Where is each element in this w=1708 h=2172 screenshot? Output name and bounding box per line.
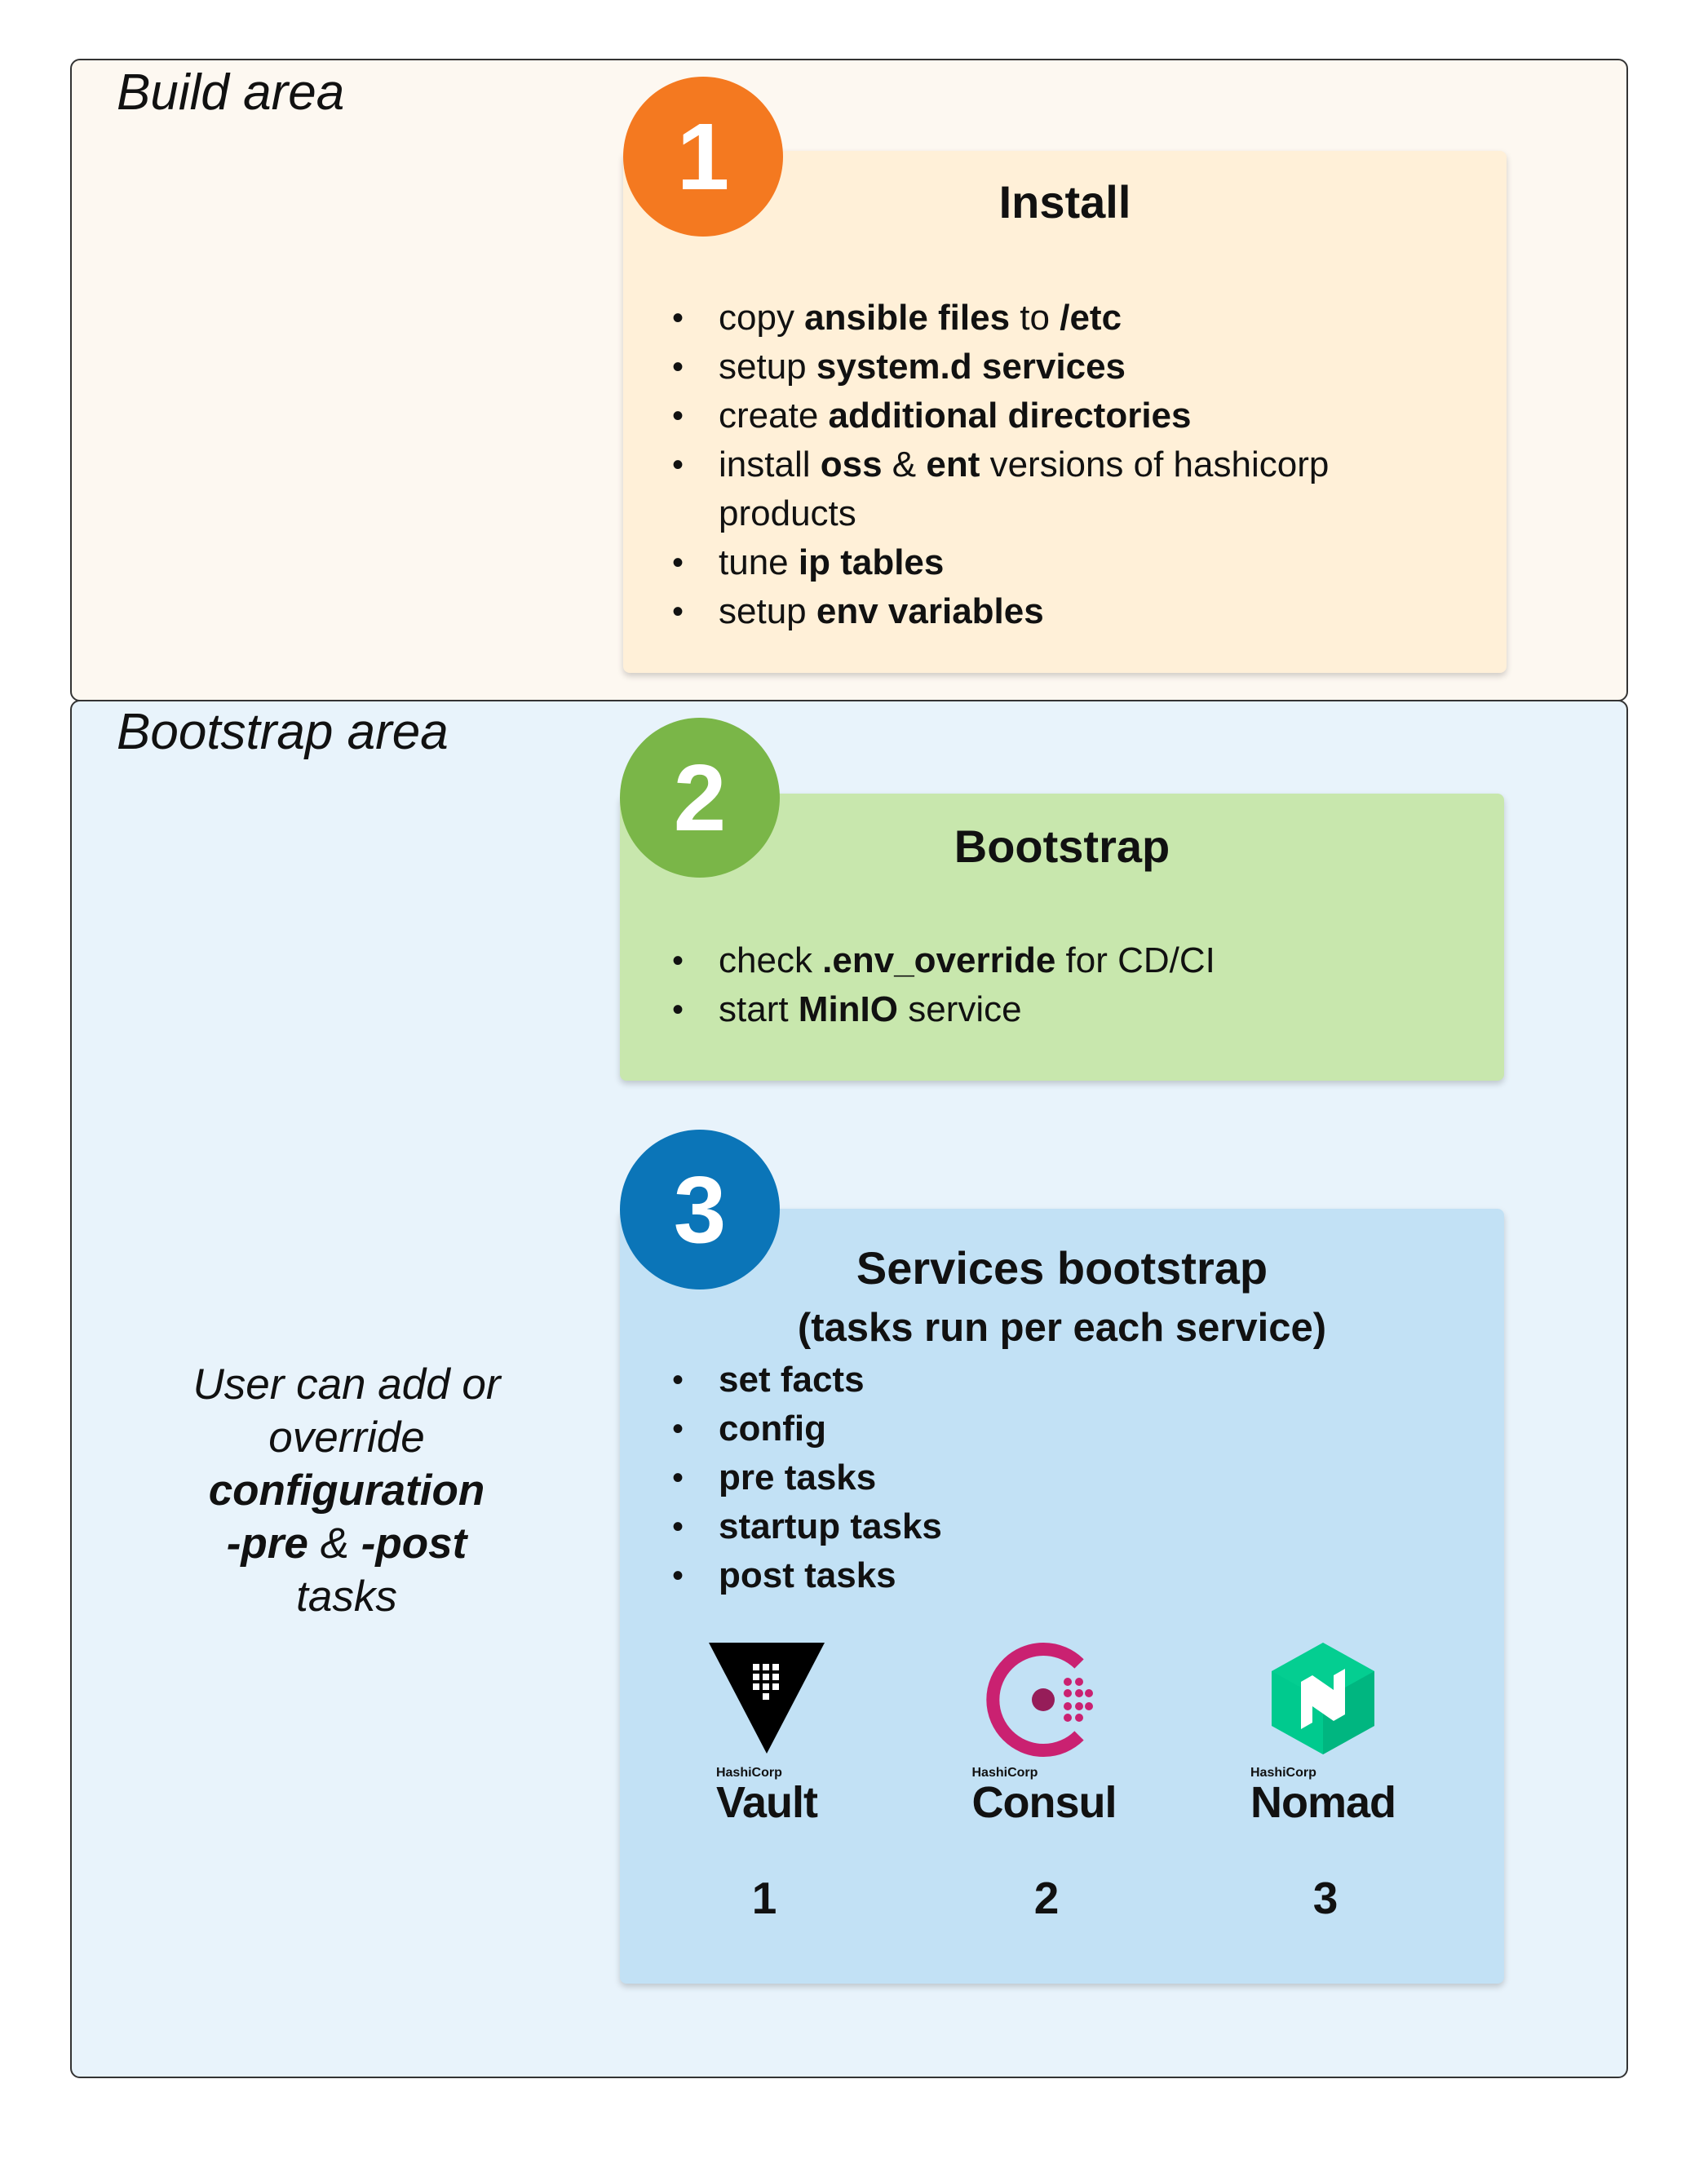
note-line-2: override [268, 1413, 425, 1462]
list-item: set facts [672, 1356, 1406, 1405]
install-heading: Install [998, 176, 1131, 228]
vault-order-number: 1 [751, 1873, 777, 1923]
list-item: tune ip tables [672, 538, 1431, 587]
bootstrap-card: Bootstrap check .env_override for CD/CIs… [620, 794, 1504, 1081]
services-list: set factsconfigpre tasksstartup taskspos… [672, 1356, 1406, 1600]
vault-brand-label: HashiCorp [715, 1766, 782, 1780]
list-item: setup env variables [672, 587, 1431, 636]
vault-name: Vault [715, 1778, 818, 1827]
step-2-badge: 2 [620, 718, 780, 878]
note-line-1: User can add or [192, 1360, 501, 1409]
services-subheading: (tasks run per each service) [797, 1306, 1327, 1350]
user-override-note: User can add or override configuration -… [147, 1358, 546, 1623]
step-1-badge: 1 [623, 77, 783, 237]
install-list: copy ansible files to /etcsetup system.d… [672, 294, 1431, 636]
list-item: install oss & ent versions of hashicorp … [672, 440, 1431, 538]
note-line-3: configuration [208, 1466, 485, 1515]
list-item: post tasks [672, 1551, 1406, 1600]
list-item: config [672, 1405, 1406, 1453]
services-bootstrap-card: Services bootstrap (tasks run per each s… [620, 1209, 1504, 1984]
list-item: startup tasks [672, 1502, 1406, 1551]
list-item: copy ansible files to /etc [672, 294, 1431, 343]
vault-product: HashiCorp Vault [677, 1639, 856, 1825]
nomad-product: HashiCorp Nomad [1233, 1639, 1413, 1825]
step-3-badge: 3 [620, 1130, 780, 1289]
list-item: pre tasks [672, 1453, 1406, 1502]
bootstrap-heading: Bootstrap [954, 821, 1170, 872]
list-item: create additional directories [672, 391, 1431, 440]
nomad-name: Nomad [1250, 1778, 1396, 1827]
consul-order-number: 2 [1033, 1873, 1060, 1923]
bootstrap-area-title: Bootstrap area [117, 704, 449, 760]
nomad-order-number: 3 [1312, 1873, 1339, 1923]
bootstrap-list: check .env_override for CD/CIstart MinIO… [672, 936, 1406, 1034]
consul-name: Consul [971, 1778, 1117, 1827]
nomad-logo-icon [1272, 1643, 1374, 1754]
nomad-brand-label: HashiCorp [1250, 1766, 1316, 1780]
consul-brand-label: HashiCorp [971, 1766, 1038, 1780]
consul-product: HashiCorp Consul [954, 1639, 1134, 1825]
services-heading: Services bootstrap [856, 1242, 1268, 1294]
consul-logo-icon [986, 1643, 1093, 1757]
note-line-4: -pre & -post [147, 1517, 546, 1570]
list-item: check .env_override for CD/CI [672, 936, 1406, 985]
note-post: -post [361, 1520, 467, 1568]
install-card: Install copy ansible files to /etcsetup … [623, 151, 1507, 673]
build-area-title: Build area [117, 64, 345, 121]
list-item: setup system.d services [672, 343, 1431, 391]
list-item: start MinIO service [672, 985, 1406, 1034]
vault-logo-icon [709, 1643, 825, 1754]
note-amp: & [308, 1520, 361, 1568]
note-line-5: tasks [296, 1573, 397, 1621]
note-pre: -pre [226, 1520, 308, 1568]
